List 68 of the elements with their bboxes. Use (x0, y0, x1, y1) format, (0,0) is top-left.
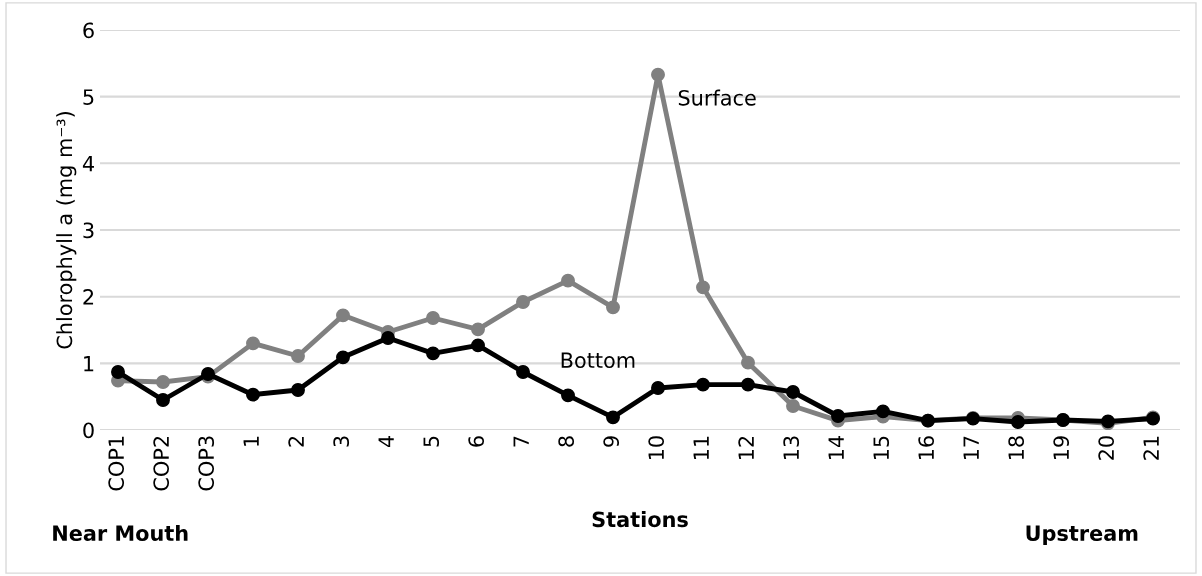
point (561, 388, 575, 403)
point (426, 346, 440, 361)
x-tick-label: 6 (468, 436, 485, 447)
point (876, 404, 890, 419)
x-tick-label: 13 (783, 436, 800, 460)
x-tick-label: 8 (558, 436, 575, 447)
x-tick-label: 20 (1098, 436, 1115, 460)
x-tick-label: 18 (1008, 436, 1025, 460)
point (741, 355, 755, 370)
x-tick-label: 2 (288, 436, 304, 447)
point (606, 300, 620, 315)
series-label: Bottom (561, 352, 635, 369)
x-tick-label: 16 (918, 436, 935, 460)
y-axis-title: Chlorophyll a (mg m⁻³) (56, 112, 77, 349)
point (291, 349, 305, 363)
point (696, 280, 710, 295)
point (471, 322, 485, 337)
x-tick-label: 15 (873, 436, 890, 460)
point (426, 311, 440, 325)
y-tick-label: 2 (83, 289, 94, 305)
point (741, 377, 755, 392)
y-tick-label: 6 (83, 22, 94, 39)
point (651, 67, 665, 82)
point (246, 387, 260, 402)
point (606, 410, 620, 425)
x-axis-title: Stations (592, 511, 688, 528)
y-tick-label: 4 (82, 156, 94, 172)
point (516, 365, 530, 379)
y-tick-label: 1 (84, 356, 94, 372)
x-tick-label: 19 (1053, 436, 1070, 460)
x-tick-label: COP1 (108, 436, 125, 491)
x-tick-label: 10 (648, 436, 665, 460)
point (786, 399, 800, 413)
point (381, 331, 395, 345)
x-tick-label: 21 (1143, 436, 1159, 460)
point (1011, 415, 1025, 429)
y-tick-label: 3 (83, 222, 94, 239)
series-label: Surface (678, 89, 756, 106)
y-tick-label: 5 (83, 89, 94, 105)
text: Upstream (1026, 525, 1138, 546)
point (516, 295, 530, 309)
x-tick-label: 12 (738, 436, 754, 460)
point (246, 336, 260, 351)
x-tick-label: 4 (378, 436, 394, 448)
x-tick-label: COP3 (198, 436, 215, 491)
point (291, 383, 305, 397)
point (831, 409, 845, 423)
point (156, 393, 170, 407)
point (696, 377, 710, 392)
x-tick-label: 5 (423, 436, 440, 447)
point (156, 375, 170, 389)
x-tick-label: 3 (333, 436, 350, 447)
point (561, 273, 575, 288)
y-tick-label: 0 (83, 422, 94, 439)
point (471, 338, 485, 353)
x-tick-label: 14 (828, 436, 844, 460)
point (786, 385, 800, 399)
x-tick-label: 11 (693, 436, 709, 460)
x-tick-label: 7 (513, 436, 529, 447)
x-tick-label: 9 (603, 436, 620, 447)
text: Near Mouth (53, 524, 188, 542)
x-tick-label: 1 (243, 436, 259, 446)
point (336, 308, 350, 323)
point (651, 381, 665, 395)
x-tick-label: COP2 (153, 436, 170, 491)
point (111, 365, 125, 379)
x-tick-label: 17 (963, 436, 979, 460)
point (336, 350, 350, 365)
